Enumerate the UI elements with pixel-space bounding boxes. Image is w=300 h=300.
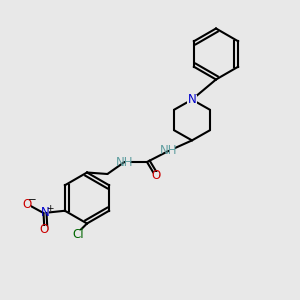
Text: NH: NH bbox=[160, 144, 177, 158]
FancyBboxPatch shape bbox=[118, 158, 130, 166]
Text: +: + bbox=[46, 204, 54, 213]
FancyBboxPatch shape bbox=[41, 226, 48, 233]
Text: O: O bbox=[152, 169, 160, 182]
FancyBboxPatch shape bbox=[41, 209, 49, 217]
FancyBboxPatch shape bbox=[187, 95, 197, 104]
FancyBboxPatch shape bbox=[163, 146, 175, 155]
FancyBboxPatch shape bbox=[74, 230, 82, 238]
Text: Cl: Cl bbox=[72, 227, 84, 241]
Text: N: N bbox=[40, 206, 50, 220]
Text: O: O bbox=[40, 223, 49, 236]
Text: NH: NH bbox=[116, 155, 133, 169]
Text: −: − bbox=[28, 195, 37, 206]
FancyBboxPatch shape bbox=[153, 172, 159, 179]
Text: N: N bbox=[188, 93, 196, 106]
FancyBboxPatch shape bbox=[23, 200, 31, 208]
Text: O: O bbox=[22, 197, 32, 211]
